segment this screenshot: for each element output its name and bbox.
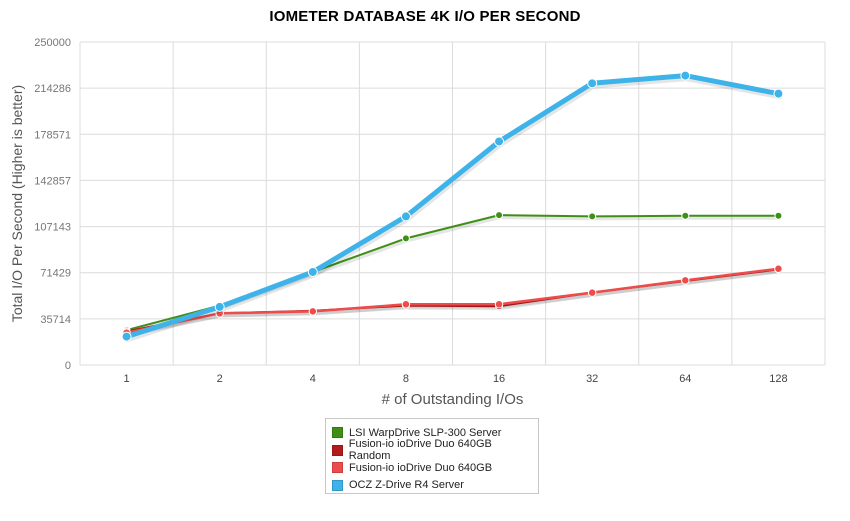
- legend-label: Fusion-io ioDrive Duo 640GB: [349, 461, 493, 474]
- y-tick-label: 214286: [34, 83, 71, 95]
- series-line: [124, 73, 781, 340]
- data-point: [214, 301, 225, 312]
- legend-swatch: [332, 427, 343, 439]
- series-line: [125, 267, 780, 334]
- x-tick-label: 16: [493, 373, 505, 385]
- data-point: [588, 212, 597, 221]
- legend-item: Fusion-io ioDrive Duo 640GB: [332, 459, 532, 477]
- data-point: [401, 234, 410, 243]
- data-point: [774, 264, 783, 273]
- data-point: [308, 307, 318, 316]
- data-point: [680, 70, 691, 81]
- legend-swatch: [332, 462, 343, 474]
- data-point: [774, 211, 783, 220]
- data-point: [681, 276, 690, 285]
- series-line-shadow: [125, 269, 782, 336]
- data-point: [494, 136, 505, 147]
- data-point: [307, 266, 318, 277]
- y-tick-label: 0: [65, 360, 71, 372]
- data-point: [587, 78, 598, 89]
- x-tick-label: 1: [124, 373, 130, 385]
- x-tick-label: 32: [586, 373, 598, 385]
- data-point: [121, 331, 132, 342]
- data-point: [773, 88, 784, 99]
- data-point: [681, 211, 690, 220]
- legend-swatch: [332, 444, 343, 456]
- data-point: [495, 211, 504, 220]
- legend: LSI WarpDrive SLP-300 Server Fusion-io i…: [325, 418, 539, 494]
- legend-label: OCZ Z-Drive R4 Server: [349, 479, 464, 492]
- data-point: [587, 288, 597, 297]
- legend-swatch: [332, 479, 343, 491]
- x-tick-label: 64: [679, 373, 691, 385]
- legend-item: OCZ Z-Drive R4 Server: [332, 477, 532, 495]
- y-tick-label: 178571: [34, 129, 71, 141]
- y-tick-label: 107143: [34, 222, 71, 234]
- x-tick-label: 2: [217, 373, 223, 385]
- y-tick-label: 250000: [34, 37, 71, 49]
- x-axis-label: # of Outstanding I/Os: [382, 391, 524, 408]
- legend-label: Fusion-io ioDrive Duo 640GB Random: [348, 438, 492, 463]
- legend-item: LSI WarpDrive SLP-300 Server: [332, 424, 532, 442]
- y-tick-label: 142857: [34, 175, 71, 187]
- legend-label: LSI WarpDrive SLP-300 Server: [349, 426, 502, 439]
- data-point: [400, 211, 411, 222]
- x-tick-label: 4: [310, 373, 316, 385]
- data-point: [494, 300, 504, 309]
- x-tick-label: 8: [403, 373, 409, 385]
- chart-title: IOMETER DATABASE 4K I/O PER SECOND: [269, 8, 581, 25]
- data-point: [401, 300, 411, 309]
- series-line-shadow: [125, 268, 782, 337]
- legend-item: Fusion-io ioDrive Duo 640GB Random: [332, 438, 532, 462]
- y-tick-label: 35714: [40, 314, 71, 326]
- y-axis-label: Total I/O Per Second (Higher is better): [9, 85, 25, 322]
- y-tick-label: 71429: [40, 268, 71, 280]
- x-tick-label: 128: [769, 373, 787, 385]
